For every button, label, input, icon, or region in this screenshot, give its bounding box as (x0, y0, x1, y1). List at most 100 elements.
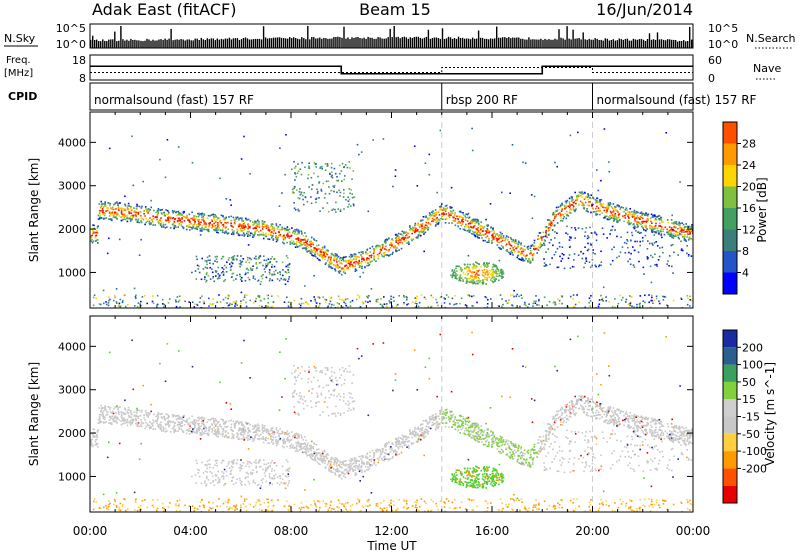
power-cell (313, 172, 315, 175)
power-cell (407, 232, 410, 235)
power-cell (541, 244, 544, 246)
power-cell (111, 211, 114, 213)
noise-bar (614, 40, 616, 48)
power-cell (110, 213, 112, 216)
power-cell (339, 257, 341, 260)
power-cell (591, 258, 594, 261)
power-cell (160, 217, 162, 219)
power-cell (249, 234, 251, 237)
power-cell (649, 217, 652, 220)
power-cell (269, 278, 271, 280)
power-cell (439, 206, 442, 209)
power-cell (467, 212, 470, 215)
power-cell (180, 221, 182, 223)
velocity-cell (462, 416, 464, 418)
power-cell (310, 196, 312, 198)
velocity-cell (516, 460, 519, 463)
power-cell (689, 305, 691, 307)
velocity-cell (317, 458, 319, 460)
power-cell (500, 244, 503, 247)
power-cell (341, 162, 344, 165)
power-cell (613, 219, 616, 221)
velocity-cell (366, 463, 368, 466)
noise-bar (391, 37, 393, 48)
power-cell (538, 304, 540, 306)
power-cell (328, 210, 330, 213)
power-cell (432, 214, 434, 216)
power-cell (683, 231, 685, 233)
power-cell (319, 259, 321, 262)
power-cell (251, 268, 254, 270)
power-cell (98, 218, 101, 220)
power-cell (656, 263, 658, 266)
power-cell (686, 303, 689, 306)
power-cell (98, 203, 101, 205)
power-cell (137, 221, 139, 223)
power-cell (324, 163, 327, 165)
power-cell (260, 275, 263, 277)
power-cell (293, 202, 295, 204)
power-cell (317, 296, 320, 298)
power-cell (265, 259, 268, 262)
power-cell (273, 271, 275, 273)
power-cell (310, 252, 312, 255)
velocity-cell (477, 428, 480, 430)
power-cell (271, 231, 273, 233)
power-cell (284, 228, 287, 230)
power-cell (619, 218, 621, 221)
power-cell (479, 225, 481, 228)
velocity-cell (599, 407, 601, 410)
power-cell (587, 194, 590, 197)
power-cell (662, 251, 664, 254)
power-cell (525, 304, 527, 307)
power-cell (691, 299, 693, 302)
power-cell (396, 247, 398, 249)
power-cell (562, 214, 564, 216)
power-cell (197, 220, 200, 223)
power-cell (522, 250, 524, 253)
velocity-cell (437, 415, 440, 417)
power-cell (578, 203, 581, 206)
noise-bar (102, 39, 104, 48)
power-cell (157, 208, 160, 210)
power-cell (658, 218, 660, 220)
power-cell (436, 219, 439, 222)
power-scatter (90, 112, 693, 308)
power-cell (486, 241, 488, 243)
power-cell (688, 233, 691, 235)
noise-bar (333, 37, 335, 48)
power-cell (642, 217, 644, 220)
power-cell (651, 256, 654, 259)
power-cell (360, 251, 362, 254)
power-cell (492, 274, 495, 277)
power-cell (330, 254, 332, 257)
power-cell (445, 204, 448, 207)
power-cell (296, 172, 299, 174)
power-cell (578, 191, 581, 194)
power-cell (249, 173, 251, 175)
power-cell (103, 212, 105, 214)
power-cell (470, 219, 473, 222)
power-cell (632, 226, 635, 229)
power-cell (296, 230, 299, 232)
power-cell (577, 196, 579, 199)
noise-bar (528, 37, 530, 48)
velocity-cell (303, 451, 306, 453)
power-cell (320, 188, 322, 191)
noise-bar (339, 37, 341, 48)
power-cell (325, 262, 327, 264)
power-cell (305, 248, 307, 251)
power-cell (592, 251, 594, 254)
power-cell (296, 238, 299, 240)
power-cell (487, 273, 489, 276)
power-cell (309, 251, 311, 253)
power-cell (291, 306, 293, 308)
power-cell (650, 229, 653, 231)
velocity-cell (468, 426, 471, 428)
noise-bar (291, 38, 293, 48)
power-cell (130, 206, 132, 208)
power-cell (614, 306, 616, 308)
power-cell (501, 232, 503, 235)
power-cell (589, 305, 592, 307)
power-cell (483, 265, 486, 267)
